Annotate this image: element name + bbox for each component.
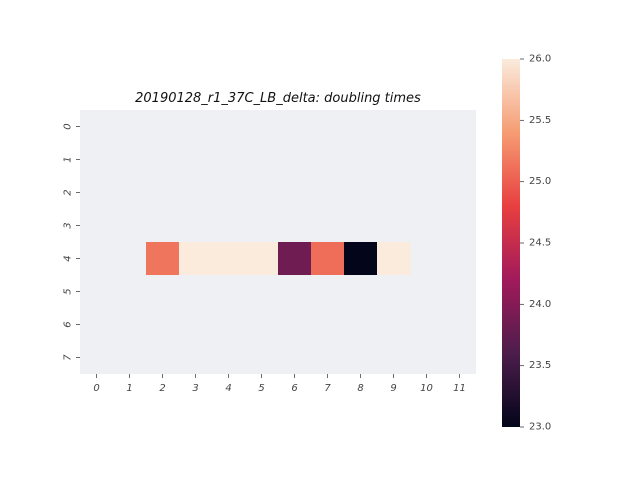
heatmap-cells bbox=[146, 242, 411, 275]
x-tick-label: 4 bbox=[225, 383, 231, 394]
y-tick-label: 5 bbox=[63, 288, 74, 294]
colorbar-tick-label: 24.5 bbox=[529, 238, 551, 249]
colorbar-tick-label: 25.5 bbox=[529, 115, 551, 126]
colorbar bbox=[502, 59, 520, 427]
heatmap-cell bbox=[245, 242, 279, 275]
colorbar-tick-label: 26.0 bbox=[529, 54, 551, 65]
y-tick-label: 3 bbox=[63, 222, 74, 228]
colorbar-tick-label: 24.0 bbox=[529, 299, 551, 310]
heatmap-cell bbox=[179, 242, 213, 275]
heatmap-cell bbox=[278, 242, 312, 275]
x-axis: 0 1 2 3 4 5 6 7 8 9 10 11 bbox=[93, 374, 466, 394]
x-tick-label: 7 bbox=[324, 383, 331, 394]
heatmap-cell bbox=[377, 242, 411, 275]
x-tick-label: 0 bbox=[93, 383, 99, 394]
colorbar-ticks: 23.0 23.5 24.0 24.5 25.0 25.5 26.0 bbox=[520, 54, 551, 433]
x-tick-label: 8 bbox=[357, 383, 363, 394]
y-tick-label: 7 bbox=[63, 354, 74, 361]
heatmap-cell bbox=[344, 242, 378, 275]
y-tick-label: 4 bbox=[63, 255, 74, 261]
y-tick-label: 2 bbox=[63, 189, 74, 195]
y-tick-label: 1 bbox=[63, 156, 74, 162]
colorbar-tick-label: 25.0 bbox=[529, 176, 551, 187]
y-tick-label: 6 bbox=[63, 321, 74, 327]
x-tick-label: 5 bbox=[258, 383, 264, 394]
y-tick-label: 0 bbox=[63, 123, 74, 129]
colorbar-tick-label: 23.5 bbox=[529, 360, 551, 371]
chart-title: 20190128_r1_37C_LB_delta: doubling times bbox=[135, 91, 421, 106]
x-tick-label: 1 bbox=[126, 383, 132, 394]
heatmap-cell bbox=[212, 242, 246, 275]
y-axis: 0 1 2 3 4 5 6 7 bbox=[63, 123, 80, 361]
heatmap-cell bbox=[311, 242, 345, 275]
colorbar-tick-label: 23.0 bbox=[529, 422, 551, 433]
x-tick-label: 9 bbox=[390, 383, 396, 394]
x-tick-label: 10 bbox=[420, 383, 433, 394]
heatmap-cell bbox=[146, 242, 180, 275]
x-tick-label: 2 bbox=[159, 383, 165, 394]
x-tick-label: 6 bbox=[291, 383, 297, 394]
x-tick-label: 11 bbox=[453, 383, 466, 394]
x-tick-label: 3 bbox=[192, 383, 198, 394]
